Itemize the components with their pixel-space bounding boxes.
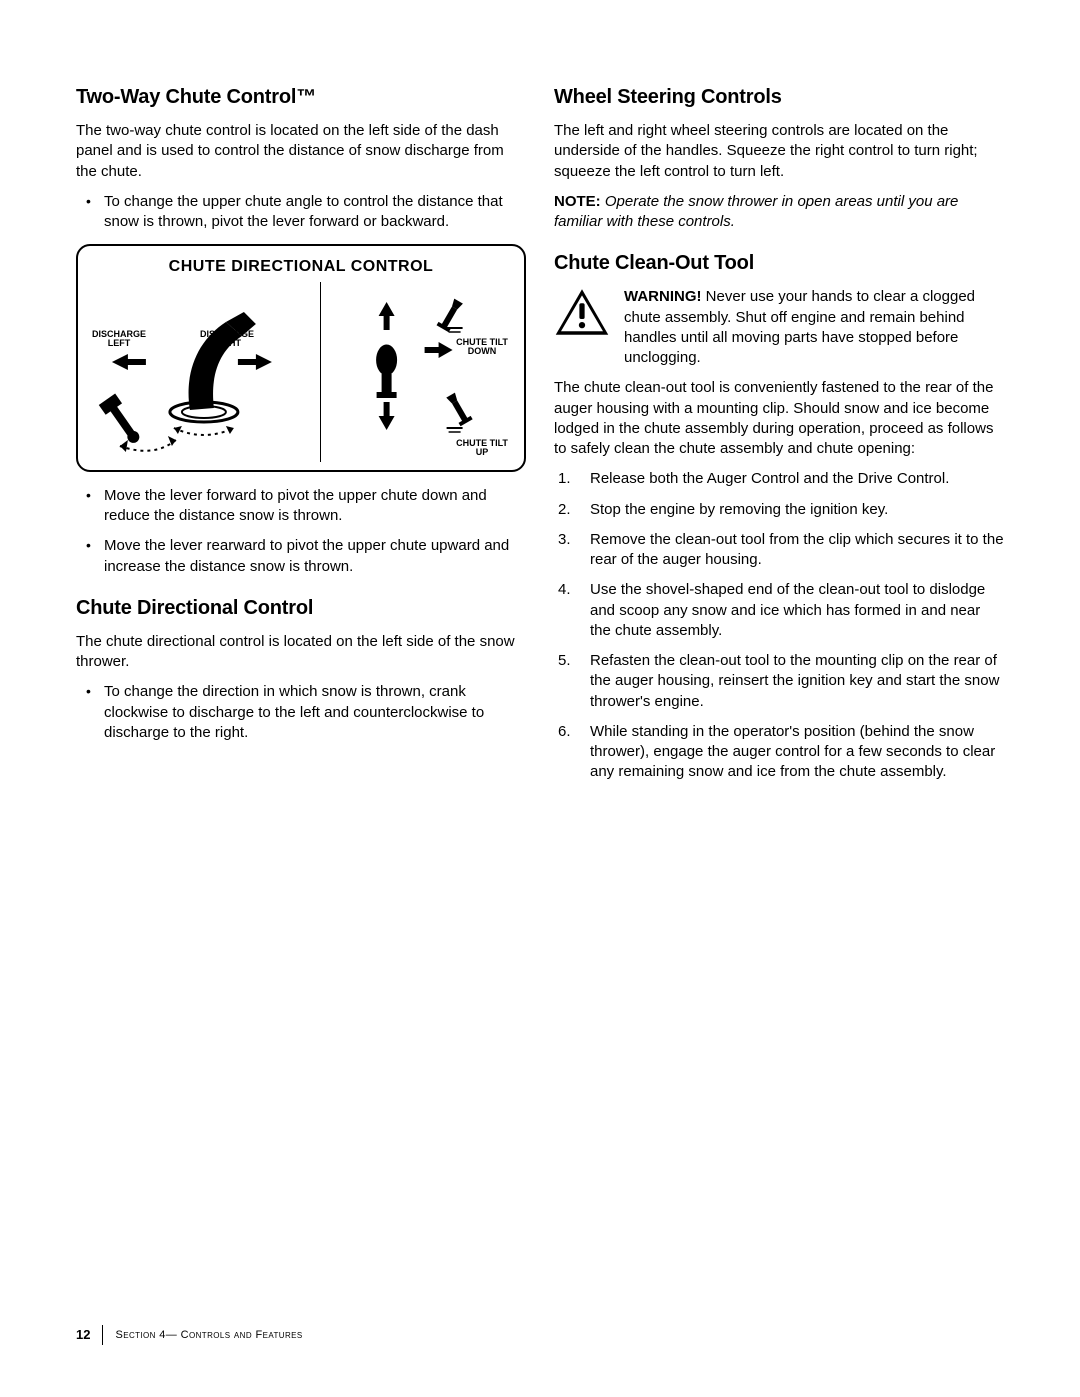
- heading-chute-directional: Chute Directional Control: [76, 595, 526, 622]
- diagram-left-panel: DISCHARGELEFT DISCHARGERIGHT: [88, 282, 321, 462]
- left-column: Two-Way Chute Control™ The two-way chute…: [76, 84, 526, 795]
- page-columns: Two-Way Chute Control™ The two-way chute…: [76, 84, 1004, 795]
- diagram-body: DISCHARGELEFT DISCHARGERIGHT: [88, 282, 514, 462]
- page-number: 12: [76, 1326, 90, 1344]
- paragraph: The two-way chute control is located on …: [76, 121, 526, 182]
- list-item: Remove the clean-out tool from the clip …: [554, 530, 1004, 571]
- label-tilt-up: CHUTE TILTUP: [452, 439, 512, 458]
- bullet-list: Move the lever forward to pivot the uppe…: [76, 486, 526, 577]
- page-footer: 12 Section 4— Controls and Features: [76, 1325, 303, 1345]
- list-item: Release both the Auger Control and the D…: [554, 469, 1004, 489]
- list-item: To change the direction in which snow is…: [76, 682, 526, 743]
- paragraph: The chute clean-out tool is conveniently…: [554, 378, 1004, 459]
- label-discharge-left: DISCHARGELEFT: [90, 330, 148, 349]
- warning-label: WARNING!: [624, 288, 702, 305]
- diagram-left-svg: [88, 282, 320, 462]
- label-tilt-down: CHUTE TILTDOWN: [452, 338, 512, 357]
- label-discharge-right: DISCHARGERIGHT: [198, 330, 256, 349]
- list-item: Refasten the clean-out tool to the mount…: [554, 651, 1004, 712]
- list-item: Move the lever rearward to pivot the upp…: [76, 536, 526, 577]
- numbered-steps: Release both the Auger Control and the D…: [554, 469, 1004, 782]
- diagram-right-panel: CHUTE TILTDOWN CHUTE TILTUP: [321, 282, 514, 462]
- heading-two-way-chute: Two-Way Chute Control™: [76, 84, 526, 111]
- paragraph: The chute directional control is located…: [76, 632, 526, 673]
- chute-directional-diagram: CHUTE DIRECTIONAL CONTROL DISCHARGELEFT …: [76, 244, 526, 472]
- list-item: To change the upper chute angle to contr…: [76, 192, 526, 233]
- footer-section-line: Section 4— Controls and Features: [115, 1328, 302, 1343]
- paragraph: The left and right wheel steering contro…: [554, 121, 1004, 182]
- heading-chute-cleanout: Chute Clean-Out Tool: [554, 250, 1004, 277]
- list-item: Use the shovel-shaped end of the clean-o…: [554, 580, 1004, 641]
- bullet-list: To change the upper chute angle to contr…: [76, 192, 526, 233]
- diagram-title: CHUTE DIRECTIONAL CONTROL: [88, 256, 514, 278]
- warning-text: WARNING! Never use your hands to clear a…: [624, 287, 1004, 368]
- diagram-right-svg: [321, 282, 514, 462]
- list-item: While standing in the operator's positio…: [554, 722, 1004, 783]
- heading-wheel-steering: Wheel Steering Controls: [554, 84, 1004, 111]
- note-label: NOTE:: [554, 193, 601, 210]
- list-item: Stop the engine by removing the ignition…: [554, 500, 1004, 520]
- footer-divider: [102, 1325, 103, 1345]
- note-text: Operate the snow thrower in open areas u…: [554, 193, 958, 230]
- right-column: Wheel Steering Controls The left and rig…: [554, 84, 1004, 795]
- note-paragraph: NOTE: Operate the snow thrower in open a…: [554, 192, 1004, 233]
- list-item: Move the lever forward to pivot the uppe…: [76, 486, 526, 527]
- warning-triangle-icon: [554, 287, 610, 368]
- bullet-list: To change the direction in which snow is…: [76, 682, 526, 743]
- warning-block: WARNING! Never use your hands to clear a…: [554, 287, 1004, 368]
